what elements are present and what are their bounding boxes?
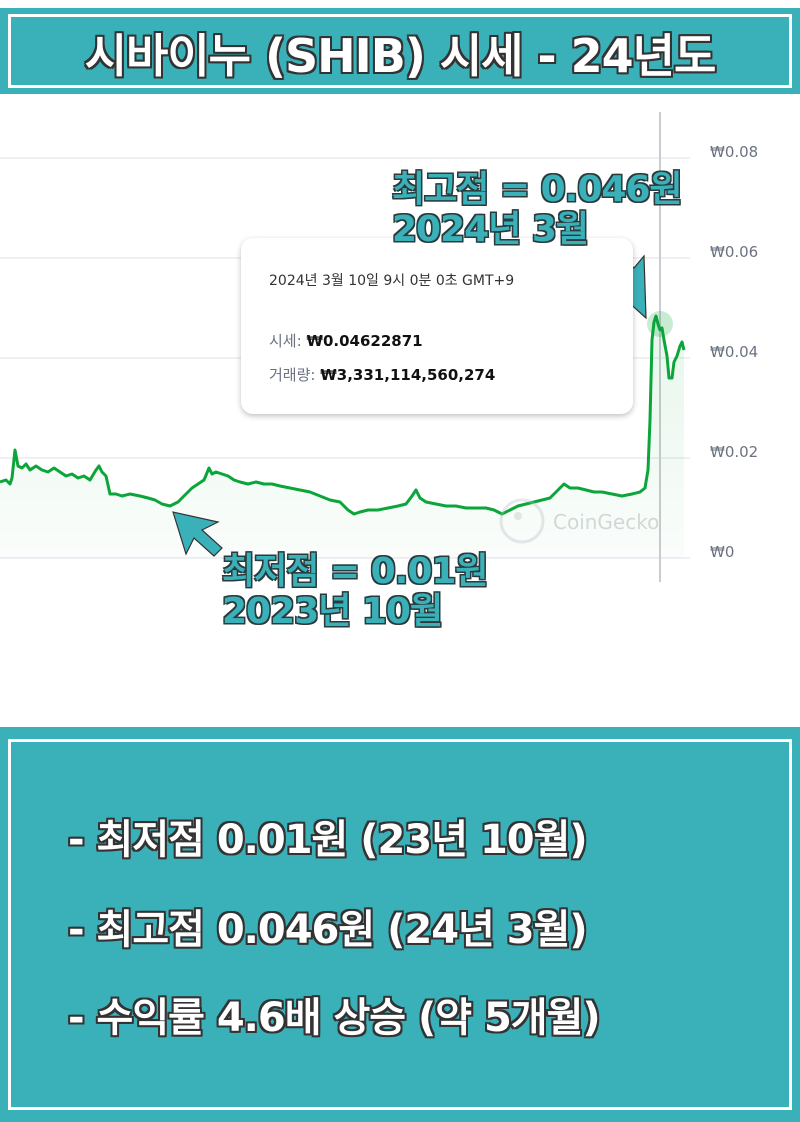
y-tick: ₩0 — [710, 543, 734, 561]
page-title: 시바이누 (SHIB) 시세 - 24년도 — [84, 29, 717, 83]
annotation-high-value: 최고점 = 0.046원 — [392, 169, 683, 210]
tooltip-volume-label: 거래량: — [269, 366, 316, 384]
summary-low: - 최저점 0.01원 (23년 10월) — [68, 817, 588, 863]
tooltip-volume-row: 거래량: ₩3,331,114,560,274 — [269, 364, 495, 385]
hover-point-highlight — [647, 311, 673, 337]
svg-text:CoinGecko: CoinGecko — [553, 510, 659, 534]
title-banner: 시바이누 (SHIB) 시세 - 24년도 — [0, 8, 800, 94]
coingecko-watermark: CoinGecko — [499, 498, 659, 544]
summary-high: - 최고점 0.046원 (24년 3월) — [68, 907, 588, 953]
tooltip-price-value: ₩0.04622871 — [306, 332, 423, 350]
summary-return: - 수익률 4.6배 상승 (약 5개월) — [68, 995, 601, 1041]
tooltip-price-row: 시세: ₩0.04622871 — [269, 330, 423, 351]
annotation-low-value: 최저점 = 0.01원 — [222, 551, 489, 592]
price-line — [0, 314, 686, 516]
y-tick: ₩0.06 — [710, 243, 758, 261]
y-axis-labels: ₩0.08 ₩0.06 ₩0.04 ₩0.02 ₩0 — [710, 143, 758, 561]
y-tick: ₩0.02 — [710, 443, 758, 461]
price-chart: ₩0.08 ₩0.06 ₩0.04 ₩0.02 ₩0 CoinGecko 202… — [0, 100, 800, 700]
tooltip-volume-value: ₩3,331,114,560,274 — [320, 366, 496, 384]
tooltip-date: 2024년 3월 10일 9시 0분 0초 GMT+9 — [269, 273, 515, 289]
price-tooltip: 2024년 3월 10일 9시 0분 0초 GMT+9 시세: ₩0.04622… — [241, 238, 633, 414]
price-area — [0, 316, 684, 558]
summary-banner: - 최저점 0.01원 (23년 10월) - 최고점 0.046원 (24년 … — [0, 727, 800, 1122]
tooltip-price-label: 시세: — [269, 332, 302, 350]
arrow-low-icon — [172, 511, 223, 557]
annotation-high: 최고점 = 0.046원 2024년 3월 — [392, 169, 683, 250]
y-tick: ₩0.04 — [710, 343, 758, 361]
chart-svg: ₩0.08 ₩0.06 ₩0.04 ₩0.02 ₩0 CoinGecko — [0, 112, 758, 582]
summary-banner-border — [8, 739, 792, 1110]
title-banner-border — [8, 14, 792, 88]
y-tick: ₩0.08 — [710, 143, 758, 161]
coingecko-logo-icon — [499, 498, 545, 544]
annotation-low: 최저점 = 0.01원 2023년 10월 — [222, 551, 489, 632]
annotation-high-date: 2024년 3월 — [392, 209, 589, 250]
annotation-low-date: 2023년 10월 — [222, 591, 443, 632]
